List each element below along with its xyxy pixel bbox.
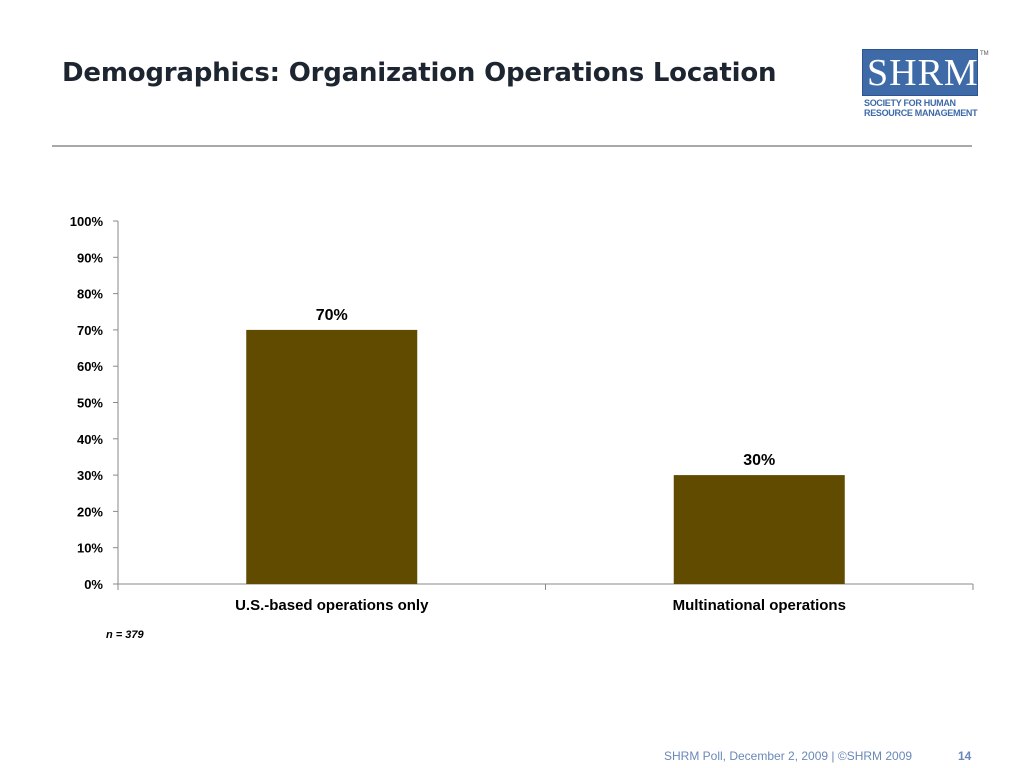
y-tick-label: 100%	[70, 214, 104, 229]
bar-value-label: 30%	[743, 452, 775, 469]
y-tick-label: 30%	[77, 468, 103, 483]
y-tick-label: 60%	[77, 359, 103, 374]
shrm-logo: SHRM TM Society for Human Resource Manag…	[862, 49, 989, 121]
logo-subtitle-line2: Resource Management	[864, 108, 978, 118]
bar	[246, 329, 418, 584]
y-tick-label: 0%	[84, 577, 103, 592]
sample-size-note: n = 379	[106, 629, 144, 641]
footer-text: SHRM Poll, December 2, 2009 | ©SHRM 2009	[664, 749, 913, 763]
y-tick-label: 90%	[77, 250, 103, 265]
logo-subtitle: Society for Human Resource Management	[864, 98, 980, 118]
x-category-label: Multinational operations	[673, 597, 846, 614]
y-tick-label: 10%	[77, 541, 103, 556]
y-tick-label: 80%	[77, 287, 103, 302]
title-divider	[52, 145, 972, 147]
page-number: 14	[958, 749, 972, 763]
logo-trademark: TM	[980, 51, 989, 57]
y-tick-label: 50%	[77, 396, 103, 411]
y-tick-label: 40%	[77, 432, 103, 447]
logo-box: SHRM	[862, 49, 978, 96]
logo-subtitle-line1: Society for Human	[864, 98, 956, 108]
x-category-label: U.S.-based operations only	[235, 597, 429, 614]
y-tick-label: 70%	[77, 323, 103, 338]
logo-letters: SHRM	[867, 52, 979, 94]
bar	[673, 475, 845, 584]
page-title: Demographics: Organization Operations Lo…	[62, 58, 777, 88]
y-tick-label: 20%	[77, 504, 103, 519]
bar-value-label: 70%	[316, 307, 348, 324]
